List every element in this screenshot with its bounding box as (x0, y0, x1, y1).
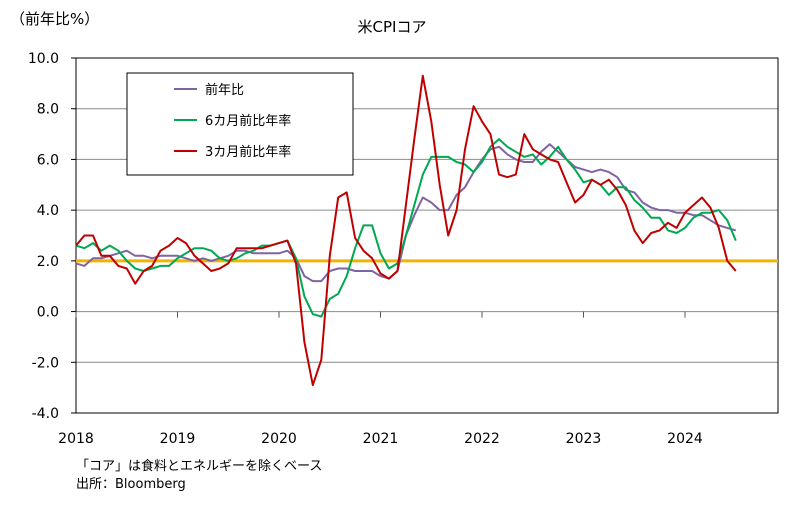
y-tick-label: 8.0 (37, 102, 59, 118)
y-tick-label: 2.0 (37, 254, 59, 270)
x-tick-label: 2020 (261, 431, 297, 447)
y-tick-label: -2.0 (32, 355, 59, 371)
x-axis-ticks: 2018 2019 2020 2021 2022 2023 2024 (58, 311, 703, 447)
legend: 前年比 6カ月前比年率 3カ月前比年率 (126, 72, 354, 176)
x-tick-label: 2024 (667, 431, 703, 447)
x-tick-label: 2023 (566, 431, 602, 447)
x-tick-label: 2019 (160, 431, 196, 447)
legend-label: 6カ月前比年率 (205, 113, 291, 129)
footnote-definition: 「コア」は食料とエネルギーを除くベース (76, 459, 323, 474)
legend-label: 前年比 (205, 82, 244, 98)
series-group (75, 74, 737, 387)
y-tick-label: 10.0 (28, 51, 59, 67)
legend-label: 3カ月前比年率 (205, 144, 291, 160)
series-line (75, 74, 737, 387)
chart-title: 米CPIコア (358, 18, 427, 36)
y-tick-label: -4.0 (32, 406, 59, 422)
x-tick-label: 2022 (464, 431, 500, 447)
y-axis-ticks: 10.0 8.0 6.0 4.0 2.0 0.0 -2.0 -4.0 (28, 51, 76, 422)
legend-box (126, 72, 354, 176)
y-tick-label: 4.0 (37, 203, 59, 219)
y-tick-label: 6.0 (37, 152, 59, 168)
series-line (75, 138, 737, 318)
y-tick-label: 0.0 (37, 305, 59, 321)
y-axis-label: （前年比%） (10, 10, 99, 28)
plot-area-border (75, 57, 779, 414)
x-tick-label: 2018 (58, 431, 94, 447)
x-tick-label: 2021 (363, 431, 399, 447)
footnote-source: 出所：Bloomberg (76, 477, 186, 492)
